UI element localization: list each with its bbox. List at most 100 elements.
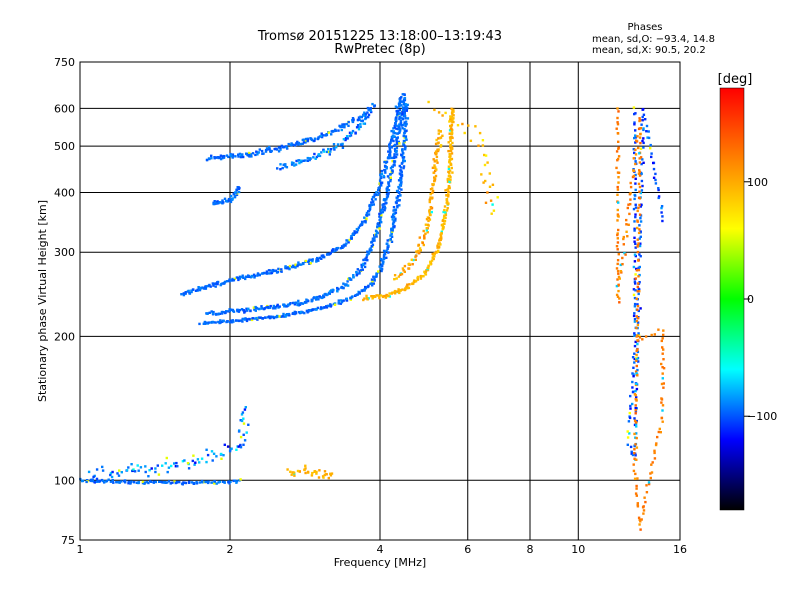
echo-point xyxy=(380,169,384,173)
echo-point xyxy=(633,280,637,284)
echo-point xyxy=(615,127,618,130)
echo-point xyxy=(633,227,636,230)
echo-point xyxy=(311,299,314,302)
echo-point xyxy=(175,461,178,465)
echo-point xyxy=(441,114,444,117)
echo-point xyxy=(153,480,156,483)
echo-point xyxy=(290,163,294,166)
echo-point xyxy=(439,144,443,147)
echo-point xyxy=(411,263,414,266)
echo-point xyxy=(633,229,636,232)
stats-o-line: mean, sd,O: −93.4, 14.8 xyxy=(592,34,715,45)
echo-point xyxy=(385,249,388,252)
echo-point xyxy=(311,471,314,475)
echo-point xyxy=(635,269,639,272)
echo-point xyxy=(279,146,282,149)
echo-point xyxy=(378,179,382,182)
echo-point xyxy=(351,117,355,120)
echo-point xyxy=(292,312,295,315)
echo-point xyxy=(641,139,644,143)
echo-point xyxy=(388,156,391,160)
echo-point xyxy=(381,208,384,211)
echo-point xyxy=(317,476,321,479)
echo-point xyxy=(222,201,225,204)
echo-point xyxy=(224,311,227,314)
echo-point xyxy=(245,319,249,323)
echo-point xyxy=(402,269,405,272)
echo-point xyxy=(419,249,422,252)
echo-point xyxy=(619,270,623,273)
echo-point xyxy=(397,288,400,291)
echo-point xyxy=(639,191,642,195)
echo-point xyxy=(418,236,421,239)
echo-point xyxy=(253,274,256,278)
echo-point xyxy=(650,152,653,155)
echo-point xyxy=(628,212,631,216)
echo-point xyxy=(221,156,224,160)
echo-point xyxy=(337,301,340,305)
echo-point xyxy=(309,262,312,265)
echo-point xyxy=(371,237,375,240)
echo-point xyxy=(306,139,310,142)
echo-point xyxy=(634,194,637,197)
echo-point xyxy=(447,185,451,188)
echo-point xyxy=(320,134,323,137)
echo-point xyxy=(635,267,638,271)
echo-point xyxy=(251,317,255,320)
echo-point xyxy=(339,302,342,305)
echo-point xyxy=(445,198,449,201)
echo-point xyxy=(638,228,641,231)
echo-point xyxy=(308,262,311,265)
echo-point xyxy=(407,262,411,266)
echo-point xyxy=(231,154,235,158)
echo-point xyxy=(225,154,229,157)
echo-point xyxy=(482,181,485,184)
echo-point xyxy=(95,477,99,481)
echo-point xyxy=(213,200,216,203)
echo-point xyxy=(292,161,295,165)
echo-point xyxy=(408,283,411,286)
echo-point xyxy=(638,170,641,174)
echo-point xyxy=(389,141,392,144)
echo-point xyxy=(215,201,218,204)
echo-point xyxy=(633,236,636,239)
echo-point xyxy=(354,132,357,135)
echo-point xyxy=(637,206,640,210)
echo-point xyxy=(636,250,640,254)
echo-point xyxy=(157,473,161,476)
echo-point xyxy=(175,481,178,484)
echo-point xyxy=(397,125,400,128)
echo-point xyxy=(399,100,402,103)
echo-point xyxy=(393,126,396,129)
echo-point xyxy=(633,253,637,256)
echo-point xyxy=(641,119,644,122)
echo-point xyxy=(92,475,95,479)
echo-point xyxy=(298,263,301,266)
echo-point xyxy=(187,480,191,484)
echo-point xyxy=(639,242,642,245)
echo-point xyxy=(373,236,376,239)
echo-point xyxy=(634,422,638,426)
echo-point xyxy=(173,462,176,465)
echo-point xyxy=(634,213,637,216)
plot-frame xyxy=(79,61,681,541)
echo-point xyxy=(166,470,169,474)
echo-point xyxy=(448,120,451,123)
echo-point xyxy=(259,316,262,319)
echo-point xyxy=(391,137,394,140)
echo-point xyxy=(205,480,209,484)
echo-point xyxy=(242,276,245,279)
echo-point xyxy=(235,276,239,279)
echo-point xyxy=(638,273,641,277)
echo-point xyxy=(109,480,113,483)
echo-point xyxy=(437,245,440,249)
echo-point xyxy=(389,237,392,241)
echo-point xyxy=(632,366,635,369)
echo-point xyxy=(615,166,618,170)
echo-point xyxy=(404,103,408,106)
echo-point xyxy=(635,335,638,338)
echo-point xyxy=(338,124,341,128)
echo-point xyxy=(635,359,638,362)
echo-point xyxy=(127,482,130,485)
echo-point xyxy=(433,252,436,255)
